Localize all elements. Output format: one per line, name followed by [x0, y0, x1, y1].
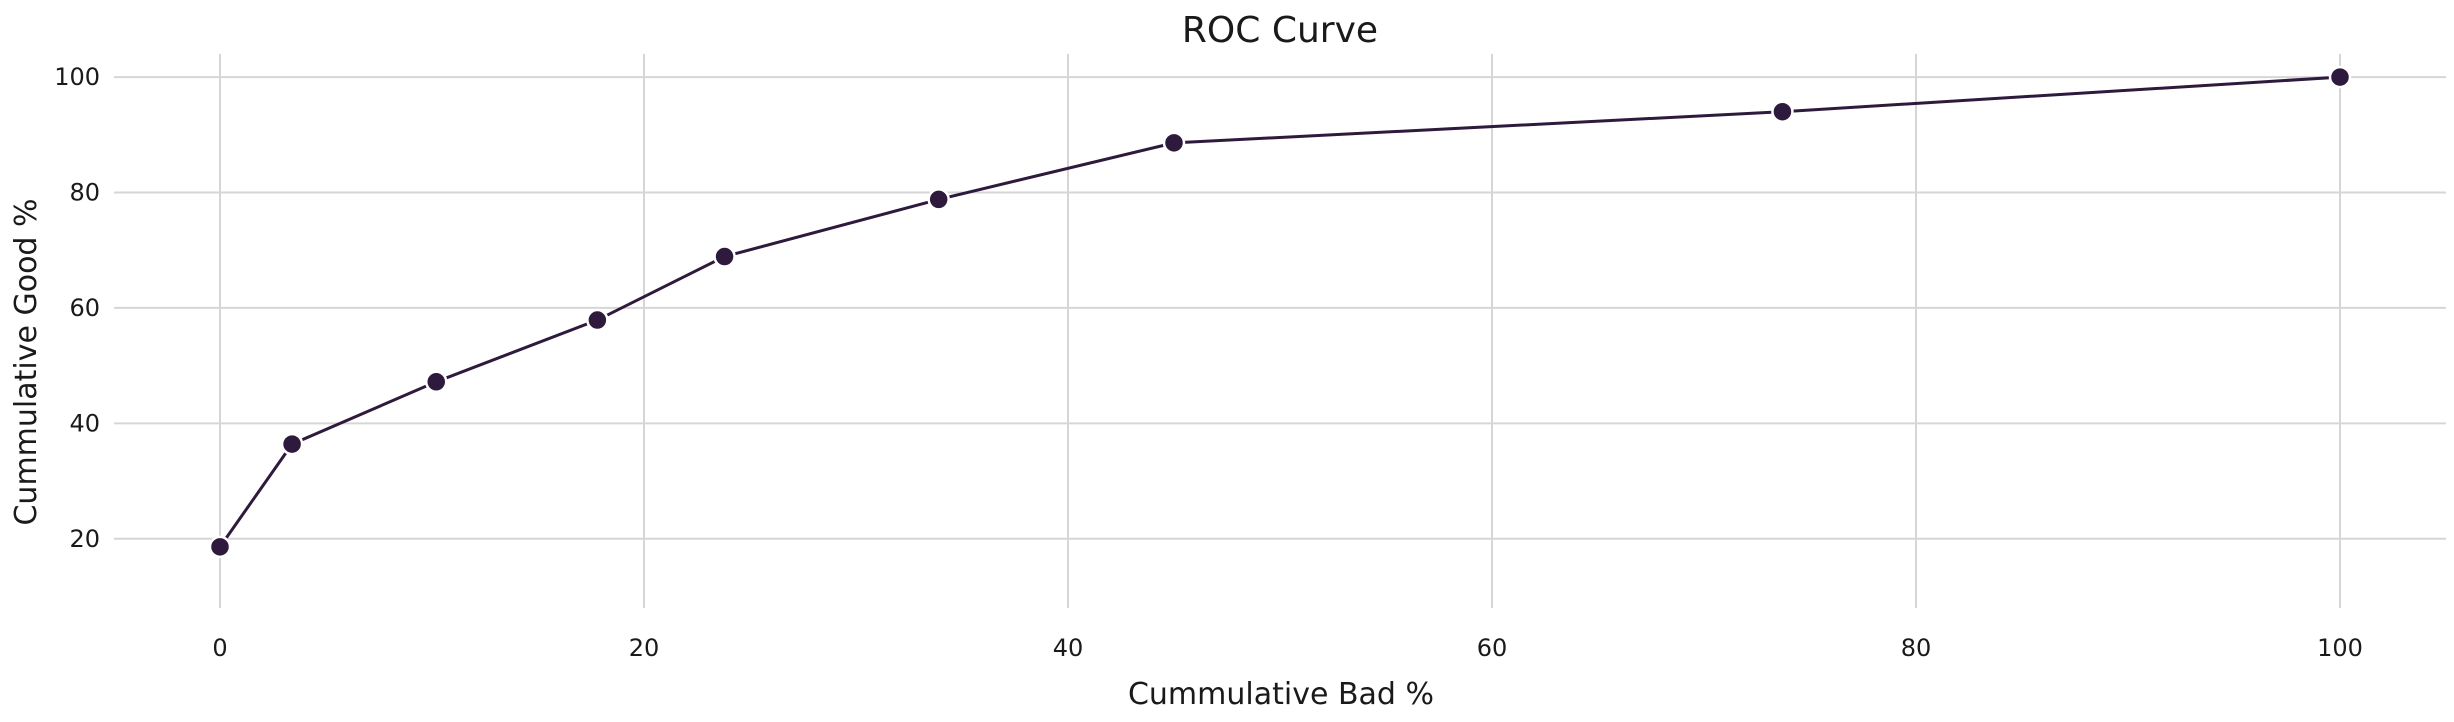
x-tick-label: 40: [1053, 634, 1084, 662]
data-point: [208, 535, 232, 559]
x-tick-label: 100: [2317, 634, 2363, 662]
data-point: [280, 432, 304, 456]
x-tick-label: 0: [212, 634, 227, 662]
data-point: [2328, 65, 2352, 89]
data-point: [1771, 100, 1794, 123]
y-tick-label: 40: [69, 409, 100, 437]
x-axis-label: Cummulative Bad %: [1128, 677, 1434, 712]
y-axis-label: Cummulative Good %: [9, 198, 44, 525]
grid: [114, 54, 2446, 608]
y-tick-label: 20: [69, 525, 100, 553]
x-tick-labels: 0 20 40 60 80 100: [212, 634, 2363, 662]
x-tick-label: 80: [1901, 634, 1932, 662]
y-tick-label: 60: [69, 294, 100, 322]
chart-title: ROC Curve: [1182, 10, 1378, 51]
data-point: [424, 370, 448, 394]
data-point: [586, 308, 609, 332]
series-layer: [208, 65, 2352, 559]
data-point: [713, 245, 736, 268]
y-tick-label: 80: [69, 179, 100, 207]
y-tick-labels: 20 40 60 80 100: [54, 63, 100, 553]
data-point: [1162, 131, 1186, 155]
x-tick-label: 20: [629, 634, 660, 662]
y-tick-label: 100: [54, 63, 100, 91]
series-line: [218, 75, 2341, 548]
x-tick-label: 60: [1477, 634, 1508, 662]
data-point: [927, 188, 950, 211]
